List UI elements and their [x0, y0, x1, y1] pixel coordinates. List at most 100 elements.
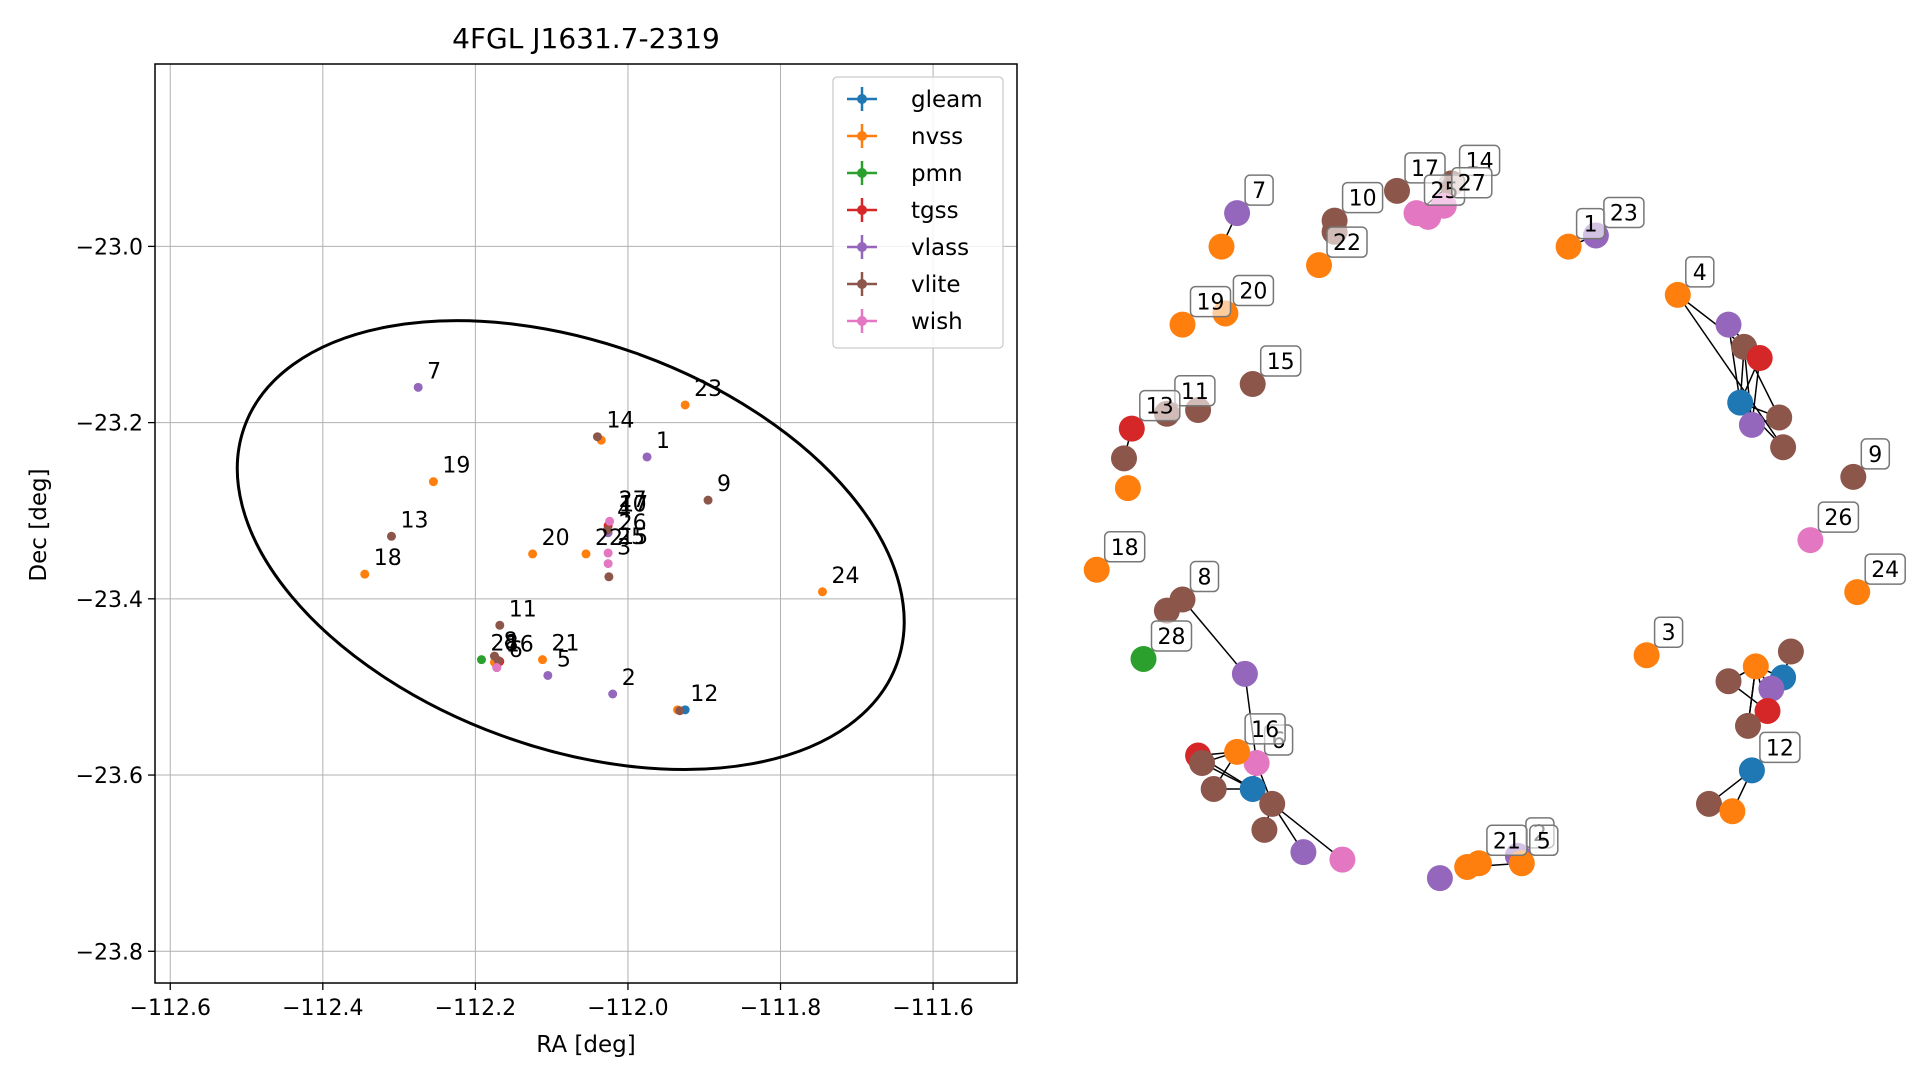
network-nodes: [1083, 170, 1871, 892]
network-node-label: 22: [1333, 231, 1361, 256]
network-node-vlite: [1840, 463, 1867, 490]
y-axis-ticks: −23.0 −23.2 −23.4 −23.6 −23.8: [76, 235, 155, 965]
point-pmn: [476, 655, 486, 665]
legend-marker-dot: [857, 279, 867, 289]
network-label-box: [1817, 501, 1860, 533]
legend-label: pmn: [911, 161, 963, 187]
point-label: 2: [622, 666, 636, 691]
network-node-vlite: [1777, 638, 1804, 665]
network-node-wish: [1797, 527, 1824, 554]
point-label: 13: [400, 508, 428, 533]
network-label-box: [1653, 616, 1684, 648]
point-nvss: [581, 549, 591, 559]
network-node-label: 8: [1198, 566, 1212, 591]
network-node-vlite: [1384, 177, 1410, 204]
network-node-vlass: [1224, 200, 1251, 227]
x-tick-label: −112.0: [587, 996, 668, 1021]
legend-label: vlass: [911, 235, 969, 261]
network-node-nvss: [1083, 556, 1110, 583]
network-node-label: 9: [1868, 443, 1882, 468]
network-node-nvss: [1306, 252, 1332, 279]
network-node-label: 24: [1871, 558, 1899, 583]
network-node-label: 28: [1158, 625, 1186, 650]
legend-label: nvss: [911, 124, 963, 150]
point-vlite: [675, 706, 685, 716]
network-label-box: [1103, 531, 1146, 563]
point-label: 4: [617, 499, 631, 524]
network-node-nvss: [1633, 642, 1660, 669]
point-nvss: [680, 400, 690, 410]
network-node-tgss: [1746, 345, 1773, 372]
point-wish: [492, 663, 502, 673]
axes-frame: [154, 63, 1018, 984]
point-label: 23: [694, 377, 722, 402]
network-node-label: 21: [1493, 829, 1521, 854]
legend-marker-dot: [857, 205, 867, 215]
point-vlite: [493, 656, 503, 666]
point-nvss: [538, 655, 548, 665]
network-node-nvss: [1169, 311, 1196, 338]
y-tick-label: −23.0: [76, 235, 143, 260]
y-tick-label: −23.4: [76, 588, 143, 613]
network-node-label: 27: [1458, 172, 1486, 197]
point-label: 17: [620, 492, 648, 517]
network-node-pmn: [1130, 645, 1157, 672]
point-label: 14: [606, 409, 634, 434]
point-label: 24: [831, 564, 859, 589]
y-tick-label: −23.6: [76, 764, 143, 789]
x-tick-label: −112.6: [130, 996, 211, 1021]
point-vlite: [495, 620, 505, 630]
x-tick-label: −111.6: [892, 996, 973, 1021]
network-node-nvss: [1844, 579, 1871, 606]
network-node-tgss: [1118, 415, 1145, 442]
network-node-label: 10: [1349, 187, 1377, 212]
point-label: 25: [617, 525, 645, 550]
network-node-vlass: [1738, 411, 1765, 438]
network-node-label: 19: [1197, 291, 1225, 316]
legend-label: vlite: [911, 272, 961, 298]
point-label: 1: [656, 429, 670, 454]
point-label: 15: [620, 525, 648, 550]
point-vlite: [386, 531, 396, 541]
point-vlass: [413, 382, 423, 392]
network-label-box: [1529, 824, 1559, 857]
point-label: 12: [690, 682, 718, 707]
network-node-vlite: [1200, 775, 1227, 802]
error-ellipse: [235, 319, 906, 771]
legend-marker-dot: [857, 94, 867, 104]
point-label: 26: [619, 511, 647, 536]
point-label: 22: [595, 526, 623, 551]
point-label: 20: [542, 526, 570, 551]
legend: gleam nvss pmn tgss vlass vlite wish: [832, 76, 1004, 349]
legend-label: gleam: [911, 87, 983, 113]
network-node-vlite: [1153, 597, 1180, 624]
network-node-gleam: [1727, 389, 1754, 416]
network-node-vlite: [1696, 790, 1722, 817]
point-label: 7: [427, 359, 441, 384]
point-vlite: [602, 525, 612, 535]
point-vlite: [592, 432, 602, 442]
legend-label: wish: [911, 309, 963, 335]
network-label-box: [1486, 824, 1528, 857]
network-node-label: 1: [1584, 213, 1598, 238]
network-node-vlite: [1251, 816, 1278, 843]
y-axis-label: Dec [deg]: [26, 468, 52, 581]
network-node-label: 7: [1252, 179, 1266, 204]
network-node-label: 15: [1267, 350, 1295, 375]
network-edge: [1727, 324, 1741, 403]
network-node-vlite: [1770, 434, 1797, 461]
point-label: 21: [552, 632, 580, 657]
network-panel: 1234567891011121314151617181920212223242…: [1083, 144, 1906, 892]
network-label-box: [1189, 560, 1220, 593]
network-node-nvss: [1508, 850, 1535, 877]
point-label: 11: [509, 597, 537, 622]
network-node-vlite: [1735, 712, 1761, 739]
x-tick-label: −111.8: [740, 996, 821, 1021]
point-vlass: [608, 689, 618, 699]
legend-marker-dot: [857, 316, 867, 326]
network-label-box: [1189, 285, 1232, 318]
network-label-box: [1685, 256, 1715, 288]
point-label: 18: [374, 546, 402, 571]
